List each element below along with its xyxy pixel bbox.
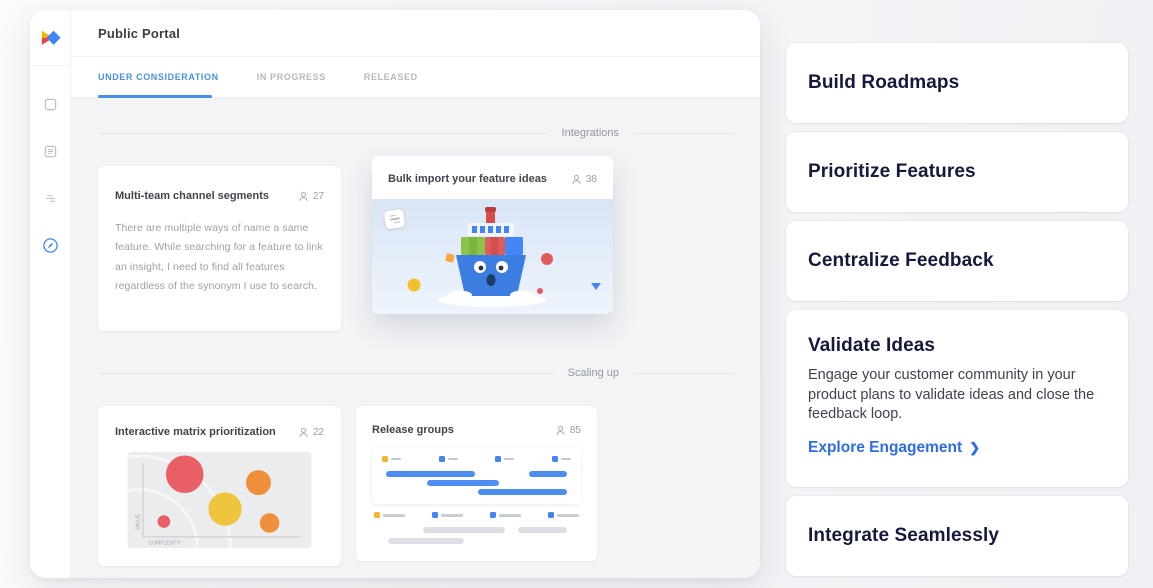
boat-illustration <box>372 199 613 314</box>
prioritize-icon <box>45 195 55 202</box>
tab-released[interactable]: RELEASED <box>363 72 418 82</box>
chevron-right-icon: ❯ <box>969 440 981 456</box>
divider-line <box>98 372 554 374</box>
sidebar-item-prioritize[interactable] <box>42 190 59 207</box>
explore-engagement-link[interactable]: Explore Engagement ❯ <box>808 439 1106 457</box>
divider-line <box>98 132 548 134</box>
feature-title: Integrate Seamlessly <box>808 525 1000 547</box>
idea-card-title: Release groups <box>372 424 454 436</box>
idea-card-title: Bulk import your feature ideas <box>388 173 547 185</box>
idea-card-title: Multi-team channel segments <box>115 190 270 202</box>
person-icon <box>556 425 565 435</box>
sidebar-item-board[interactable] <box>42 96 59 113</box>
idea-card-multi-team[interactable]: Multi-team channel segments 27 There are… <box>98 166 341 331</box>
sidebar-item-portal-active[interactable] <box>42 237 59 254</box>
portal-main: Public Portal UNDER CONSIDERATION IN PRO… <box>71 10 760 578</box>
feature-description: Engage your customer community in your p… <box>808 367 1095 423</box>
portal-sidebar <box>30 10 71 578</box>
feature-card-centralize-feedback[interactable]: Centralize Feedback <box>786 221 1128 301</box>
vote-count: 27 <box>298 191 324 202</box>
vote-count-value: 85 <box>569 424 581 436</box>
vote-count-value: 27 <box>312 190 324 202</box>
idea-card-bulk-import[interactable]: Bulk import your feature ideas 38 <box>372 156 613 314</box>
matrix-chart-illustration: VALUE COMPLEXITY <box>127 452 312 552</box>
feature-card-prioritize-features[interactable]: Prioritize Features <box>786 132 1128 212</box>
feature-title: Validate Ideas <box>808 335 936 356</box>
portal-tabbar: UNDER CONSIDERATION IN PROGRESS RELEASED <box>71 57 760 98</box>
tab-in-progress[interactable]: IN PROGRESS <box>256 72 326 82</box>
vote-count: 38 <box>571 174 597 185</box>
section-label: Scaling up <box>567 367 619 379</box>
section-scaling-up: Scaling up <box>98 367 733 379</box>
logo-container[interactable] <box>30 10 70 66</box>
mini-card-cursor-icon <box>382 207 407 231</box>
divider-line <box>633 372 733 374</box>
productboard-logo-icon <box>41 30 61 45</box>
portal-content: Integrations Multi-team channel segments… <box>71 98 760 578</box>
vote-count-value: 38 <box>585 173 597 185</box>
link-label: Explore Engagement <box>808 439 963 457</box>
matrix-axis-x-label: COMPLEXITY <box>149 541 182 547</box>
divider-line <box>633 132 733 134</box>
feature-card-build-roadmaps[interactable]: Build Roadmaps <box>786 43 1128 123</box>
idea-card-title: Interactive matrix prioritization <box>115 426 276 438</box>
active-tab-indicator <box>98 95 212 98</box>
feature-title: Prioritize Features <box>808 161 976 182</box>
feature-title: Build Roadmaps <box>808 72 960 93</box>
section-label: Integrations <box>561 127 619 139</box>
feature-list: Build Roadmaps Prioritize Features Centr… <box>786 43 1128 585</box>
notes-icon <box>44 145 56 158</box>
sidebar-item-notes[interactable] <box>42 143 59 160</box>
gantt-panel <box>372 448 581 504</box>
person-icon <box>299 427 308 437</box>
compass-icon <box>42 238 58 253</box>
cards-row-scaling-up: Interactive matrix prioritization 22 <box>98 406 733 566</box>
vote-count: 22 <box>298 427 324 438</box>
vote-count-value: 22 <box>312 426 324 438</box>
cargo-ship-illustration <box>407 207 601 307</box>
page-title: Public Portal <box>98 25 181 41</box>
board-icon <box>44 98 56 111</box>
person-icon <box>572 174 581 184</box>
section-integrations: Integrations <box>98 127 733 139</box>
matrix-axis-y-label: VALUE <box>136 513 142 530</box>
cards-row-integrations: Multi-team channel segments 27 There are… <box>98 156 733 331</box>
gantt-illustration <box>372 448 581 549</box>
portal-header: Public Portal <box>71 10 760 57</box>
portal-window: Public Portal UNDER CONSIDERATION IN PRO… <box>30 10 760 578</box>
idea-card-matrix[interactable]: Interactive matrix prioritization 22 <box>98 406 341 566</box>
feature-card-integrate-seamlessly[interactable]: Integrate Seamlessly <box>786 496 1128 577</box>
person-icon <box>299 191 308 201</box>
feature-title: Centralize Feedback <box>808 250 994 271</box>
vote-count: 85 <box>555 425 581 436</box>
idea-card-release-groups[interactable]: Release groups 85 <box>356 406 597 561</box>
idea-card-body: There are multiple ways of name a same f… <box>115 222 323 293</box>
tab-under-consideration[interactable]: UNDER CONSIDERATION <box>98 72 219 82</box>
feature-card-validate-ideas[interactable]: Validate Ideas Engage your customer comm… <box>786 310 1128 488</box>
